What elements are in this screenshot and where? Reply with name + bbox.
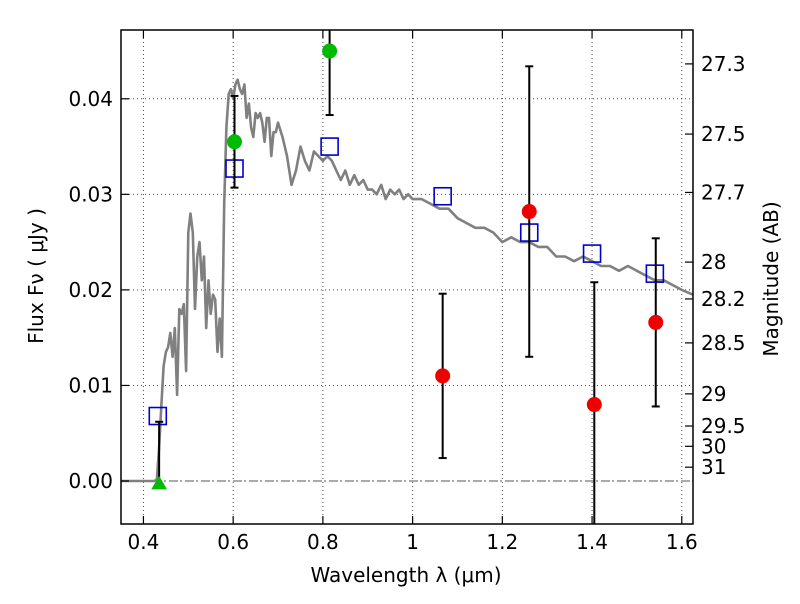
y-tick-label: 0.04 bbox=[68, 87, 113, 111]
y-tick-label: 0.01 bbox=[68, 373, 113, 397]
magnitude-tick-label: 28 bbox=[701, 250, 726, 274]
measurement-point bbox=[521, 204, 537, 220]
detection-point bbox=[227, 134, 243, 150]
y-tick-label: 0.03 bbox=[68, 182, 113, 206]
axes-layer: 0.4 0.6 0.8 1 1.2 1.4 1.6 0.00 0.01 0.02 0.03 0.04 2… bbox=[68, 29, 746, 554]
magnitude-tick-label: 27.5 bbox=[701, 122, 746, 146]
magnitude-tick-label: 31 bbox=[701, 455, 726, 479]
magnitude-tick-label: 29 bbox=[701, 382, 726, 406]
x-tick-label: 0.8 bbox=[307, 530, 339, 554]
model-photometry-square bbox=[148, 406, 168, 426]
y-axis-label: Flux Fν ( μJy ) bbox=[24, 208, 48, 344]
sed-model-line bbox=[121, 78, 693, 483]
x-tick-label: 0.6 bbox=[217, 530, 249, 554]
measurement-point bbox=[648, 314, 664, 330]
x-tick-label: 0.4 bbox=[128, 530, 160, 554]
x-tick-label: 1 bbox=[406, 530, 419, 554]
series-layer bbox=[121, 78, 693, 483]
y-tick-label: 0.02 bbox=[68, 278, 113, 302]
x-tick-label: 1.4 bbox=[576, 530, 608, 554]
x-tick-label: 1.6 bbox=[666, 530, 698, 554]
magnitude-tick-label: 27.7 bbox=[701, 180, 746, 204]
x-axis-label: Wavelength λ (μm) bbox=[310, 563, 501, 587]
model-photometry-square bbox=[433, 186, 452, 206]
magnitude-tick-label: 28.5 bbox=[701, 331, 746, 355]
magnitude-tick-label: 30 bbox=[701, 434, 726, 458]
y-tick-label: 0.00 bbox=[68, 469, 113, 493]
detection-point bbox=[322, 43, 338, 59]
measurement-point bbox=[435, 368, 451, 384]
model-photometry-square bbox=[320, 137, 339, 156]
magnitude-tick-label: 27.3 bbox=[701, 52, 746, 76]
marker-layer bbox=[148, 30, 665, 524]
magnitude-tick-label: 29.5 bbox=[701, 414, 746, 438]
model-photometry-square bbox=[582, 244, 602, 263]
plot-frame bbox=[120, 29, 694, 525]
upper-limit-triangle bbox=[151, 475, 168, 490]
x-tick-label: 1.2 bbox=[486, 530, 518, 554]
magnitude-tick-label: 28.2 bbox=[701, 287, 746, 311]
right-y-axis-label: Magnitude (AB) bbox=[759, 201, 783, 356]
measurement-point bbox=[586, 397, 602, 413]
